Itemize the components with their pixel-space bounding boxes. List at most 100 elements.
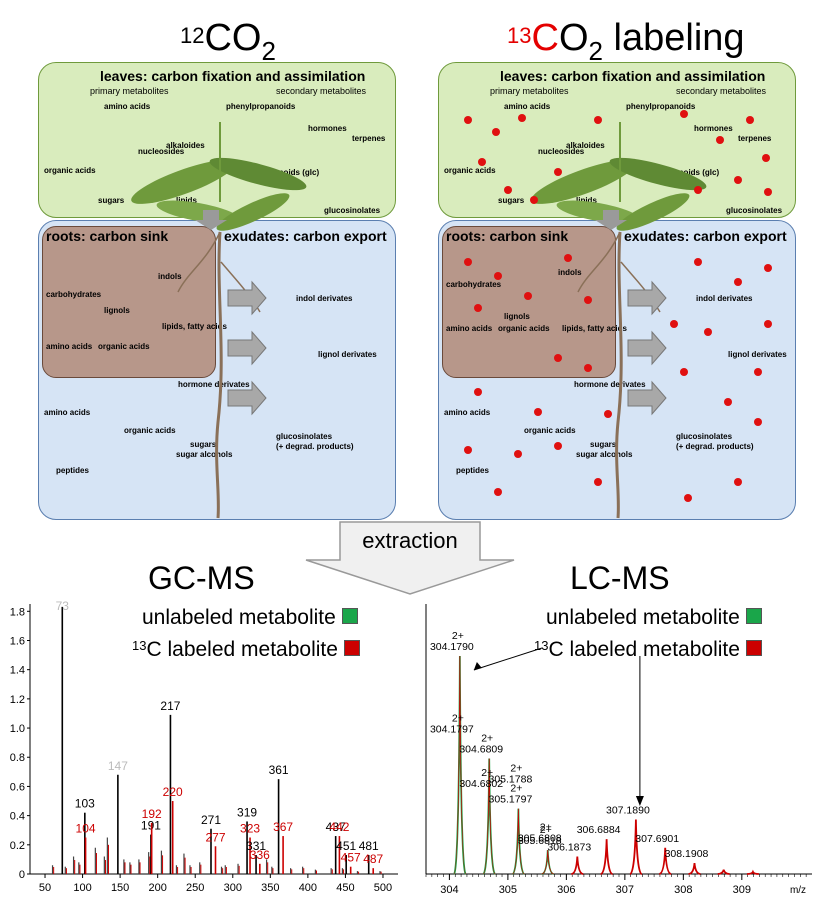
y-tick-label: 1.2 xyxy=(10,694,25,706)
peak-label-147: 147 xyxy=(108,759,128,773)
peak-307.6901 xyxy=(658,847,672,875)
gcms-spectrum: 0 0.2 0.4 0.6 0.8 1.0 1.2 1.4 1.6 1.8 50 100 150 200 2… xyxy=(10,599,398,894)
peak-label-336: 336 xyxy=(250,848,270,862)
peak-label-361: 361 xyxy=(269,763,289,777)
y-tick-label: 0.6 xyxy=(10,781,25,793)
peak-label-442: 442 xyxy=(329,820,349,834)
leaf-label: alkaloides xyxy=(566,141,605,150)
peak-label-307.6901: 307.6901 xyxy=(635,833,679,845)
exudate-label: hormone derivates xyxy=(178,380,250,389)
arrow-head xyxy=(473,662,482,670)
overlay-charge: 2+ xyxy=(540,821,552,833)
y-tick-label: 1.8 xyxy=(10,606,25,618)
secondary-label: secondary metabolites xyxy=(276,86,367,96)
leaves-header: leaves: carbon fixation and assimilation xyxy=(500,68,766,84)
plant-illustration xyxy=(464,110,772,519)
lcms-spectrum: 304 305 306 307 308 309 m/z304.17902+304.68092… xyxy=(425,604,812,896)
root-label: lignols xyxy=(504,312,530,321)
peak-308.1908 xyxy=(688,863,701,875)
root-label: amino acids xyxy=(46,342,93,351)
overlay-charge: 2+ xyxy=(481,767,493,779)
peak-label-457: 457 xyxy=(341,851,361,865)
exudate-label: organic acids xyxy=(124,426,176,435)
roots-header: roots: carbon sink xyxy=(446,228,569,244)
leaf-label: amino acids xyxy=(504,102,551,111)
peak-label-306.6884: 306.6884 xyxy=(577,824,621,836)
title-12co2: 12CO2 xyxy=(180,17,276,66)
exudate-label: sugar alcohols xyxy=(176,450,233,459)
x-tick-label: 400 xyxy=(299,882,317,894)
leaf-label: nucleosides xyxy=(538,147,585,156)
peak-label-451: 451 xyxy=(336,839,356,853)
exudate-label: glucosinolates xyxy=(676,432,733,441)
exudate-label: organic acids xyxy=(524,426,576,435)
title-13co2-labeling: 13CO2 labeling xyxy=(507,17,745,66)
exudate-label: sugars xyxy=(190,440,217,449)
gcms-legend-labeled: 13C labeled metabolite xyxy=(132,638,360,662)
panel-unlabeled: leaves: carbon fixation and assimilation… xyxy=(38,62,396,520)
panel-labeled: leaves: carbon fixation and assimilation… xyxy=(438,62,796,520)
primary-label: primary metabolites xyxy=(490,86,569,96)
peak-label-307.1890: 307.1890 xyxy=(606,805,650,817)
peak-charge: 2+ xyxy=(452,630,464,642)
peak-label-323: 323 xyxy=(240,822,260,836)
overlay-charge: 2+ xyxy=(510,762,522,774)
peak-label-304.1790: 304.1790 xyxy=(430,641,474,653)
x-tick-label: 450 xyxy=(336,882,354,894)
plant-illustration xyxy=(131,122,307,519)
peak-label-220: 220 xyxy=(163,785,183,799)
leaf-label: glucosinolates xyxy=(324,206,381,215)
x-tick-label: 308 xyxy=(674,884,692,896)
leaf-label: glucosinolates xyxy=(726,206,783,215)
peak-309.19 xyxy=(746,869,759,875)
roots-header: roots: carbon sink xyxy=(46,228,169,244)
peak-label-103: 103 xyxy=(75,797,95,811)
peak-label-271: 271 xyxy=(201,813,221,827)
root-label: lipids, fatty acids xyxy=(162,322,227,331)
y-tick-label: 0.8 xyxy=(10,752,25,764)
lcms-title: LC-MS xyxy=(570,560,670,596)
peak-label-192: 192 xyxy=(142,807,162,821)
exudate-label: indol derivates xyxy=(696,294,753,303)
exudates-header: exudates: carbon export xyxy=(224,228,387,244)
leaf-label: hormones xyxy=(308,124,347,133)
leaf-label: phenylpropanoids xyxy=(626,102,696,111)
peak-overlay xyxy=(453,655,467,875)
exudate-label: hormone derivates xyxy=(574,380,646,389)
x-tick-label: 100 xyxy=(73,882,91,894)
x-tick-label: 250 xyxy=(186,882,204,894)
peak-label-481: 481 xyxy=(359,839,379,853)
leaf-label: flavonoids (glc) xyxy=(660,168,720,177)
root-label: organic acids xyxy=(98,342,150,351)
peak-charge: 2+ xyxy=(510,783,522,795)
pointer-arrow xyxy=(473,647,543,671)
peak-308.69 xyxy=(717,869,730,875)
y-tick-label: 0 xyxy=(19,869,25,881)
gcms-title: GC-MS xyxy=(148,560,255,596)
peak-label-73: 73 xyxy=(56,599,70,613)
leaves-box xyxy=(438,62,796,218)
x-tick-label: 300 xyxy=(224,882,242,894)
x-tick-label: 350 xyxy=(261,882,279,894)
x-tick-label: 305 xyxy=(499,884,517,896)
peak-307.1890 xyxy=(629,819,643,875)
exudate-label: indol derivates xyxy=(296,294,353,303)
exudate-label: peptides xyxy=(56,466,89,475)
root-label: indols xyxy=(158,272,182,281)
exudate-label: peptides xyxy=(456,466,489,475)
x-tick-label: 200 xyxy=(148,882,166,894)
leaf-label: nucleosides xyxy=(138,147,185,156)
x-tick-label: 307 xyxy=(616,884,634,896)
peak-label-437: 437 xyxy=(326,820,346,834)
x-tick-label: 150 xyxy=(111,882,129,894)
x-tick-label: 500 xyxy=(374,882,392,894)
peak-label-217: 217 xyxy=(160,699,180,713)
root-label: amino acids xyxy=(446,324,493,333)
overlay-label-304.6802: 304.6802 xyxy=(459,778,503,790)
exudate-label: lignol derivates xyxy=(318,350,377,359)
peak-306.1873 xyxy=(571,856,584,875)
leaf-label: sugars xyxy=(98,196,125,205)
exudate-label: lignol derivates xyxy=(728,350,787,359)
leaf-label: amino acids xyxy=(104,102,151,111)
leaf-label: organic acids xyxy=(444,166,496,175)
